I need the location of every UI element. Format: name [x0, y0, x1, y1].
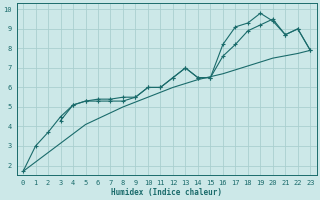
X-axis label: Humidex (Indice chaleur): Humidex (Indice chaleur)	[111, 188, 222, 197]
